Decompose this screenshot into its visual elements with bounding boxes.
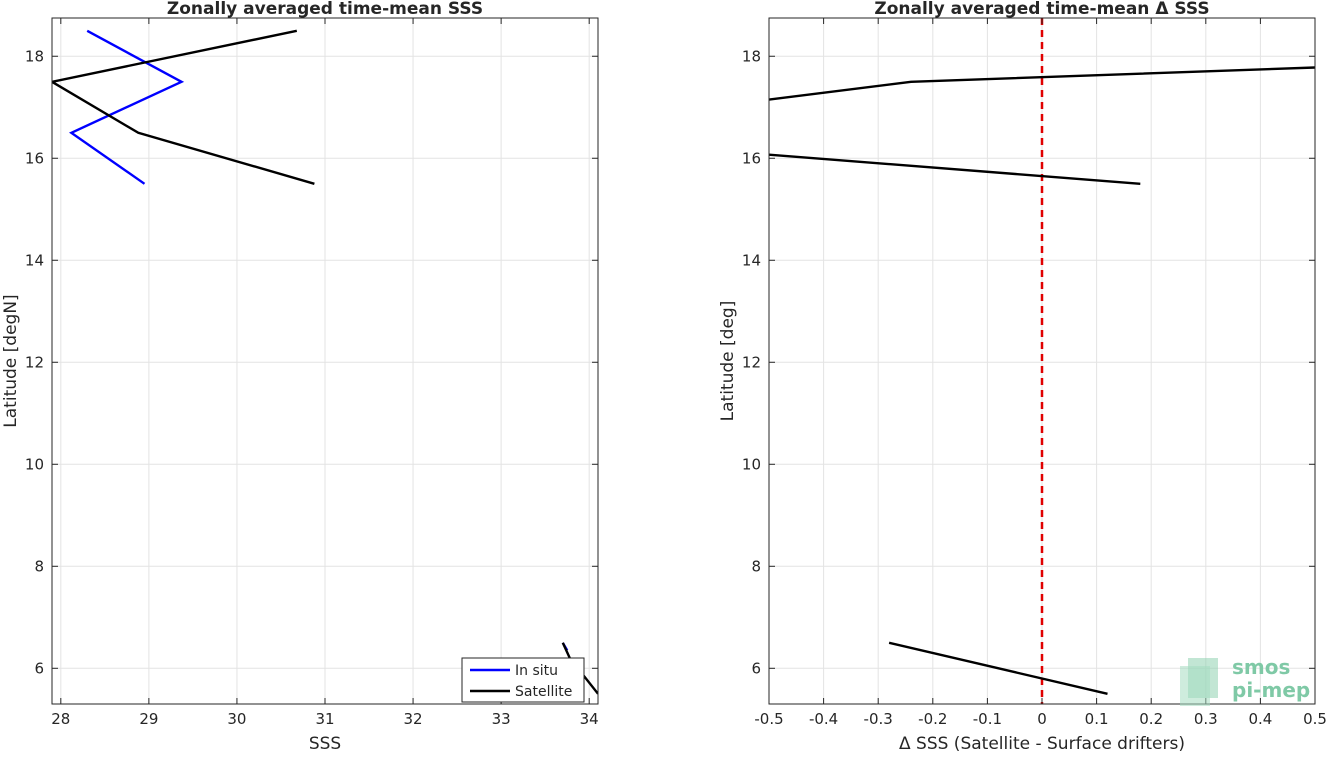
y-axis-label: Latitude [degN] [1,294,21,427]
x-tick-label: -0.1 [973,710,1002,728]
logo-mark-front [1180,666,1210,706]
x-axis-label: Δ SSS (Satellite - Surface drifters) [899,734,1185,754]
x-tick-label: -0.3 [864,710,893,728]
y-tick-label: 14 [742,251,761,269]
y-tick-label: 8 [34,557,44,575]
y-tick-label: 18 [25,47,44,65]
x-tick-label: 33 [492,710,511,728]
x-tick-label: 0.3 [1194,710,1218,728]
series-group [769,66,1315,695]
y-tick-label: 6 [751,659,761,677]
series-line-0 [769,66,1315,101]
series-line-0 [769,153,1141,185]
x-tick-label: -0.5 [754,710,783,728]
x-tick-label: 29 [139,710,158,728]
sss-panel: 28 29 30 31 32 33 34 6 8 10 12 14 16 18 Zonally averag… [1,0,599,754]
y-tick-label: 16 [25,149,44,167]
x-axis-label: SSS [309,734,341,754]
x-tick-label: 30 [227,710,246,728]
legend-label: In situ [515,663,558,679]
y-tick-label: 10 [25,455,44,473]
legend-box [461,657,585,703]
x-tick-label: 28 [51,710,70,728]
y-tick-label: 14 [25,251,44,269]
delta-sss-panel: -0.5 -0.4 -0.3 -0.2 -0.1 0 0.1 0.2 0.3 0.4 0.5 6 8 10… [718,0,1327,754]
chart-title: Zonally averaged time-mean SSS [167,0,483,19]
y-tick-label: 12 [742,353,761,371]
x-tick-label: 0.2 [1139,710,1163,728]
series-line-satellite [52,29,315,185]
x-tick-label: 0.4 [1248,710,1272,728]
x-tick-label: -0.2 [918,710,947,728]
x-tick-label: 0.5 [1303,710,1327,728]
y-tick-label: 6 [34,659,44,677]
y-tick-label: 10 [742,455,761,473]
x-tick-label: 0 [1037,710,1047,728]
logo-text-smos: smos [1232,655,1290,679]
y-tick-label: 8 [751,557,761,575]
logo-text-pi-mep: pi-mep [1232,678,1310,702]
x-tick-label: 31 [315,710,334,728]
x-tick-label: 32 [404,710,423,728]
x-tick-label: 0.1 [1085,710,1109,728]
x-tick-label: -0.4 [809,710,838,728]
series-line-in-situ [69,29,185,185]
y-tick-label: 18 [742,47,761,65]
legend-label: Satellite [515,684,572,700]
series-line-0 [888,641,1108,695]
smos-pi-mep-logo: smos pi-mep [1180,655,1310,706]
legend: In situ Satellite [461,657,585,703]
y-axis-label: Latitude [deg] [718,301,738,422]
chart-title: Zonally averaged time-mean Δ SSS [874,0,1209,19]
x-tick-label: 34 [580,710,599,728]
y-tick-label: 12 [25,353,44,371]
y-tick-label: 16 [742,149,761,167]
